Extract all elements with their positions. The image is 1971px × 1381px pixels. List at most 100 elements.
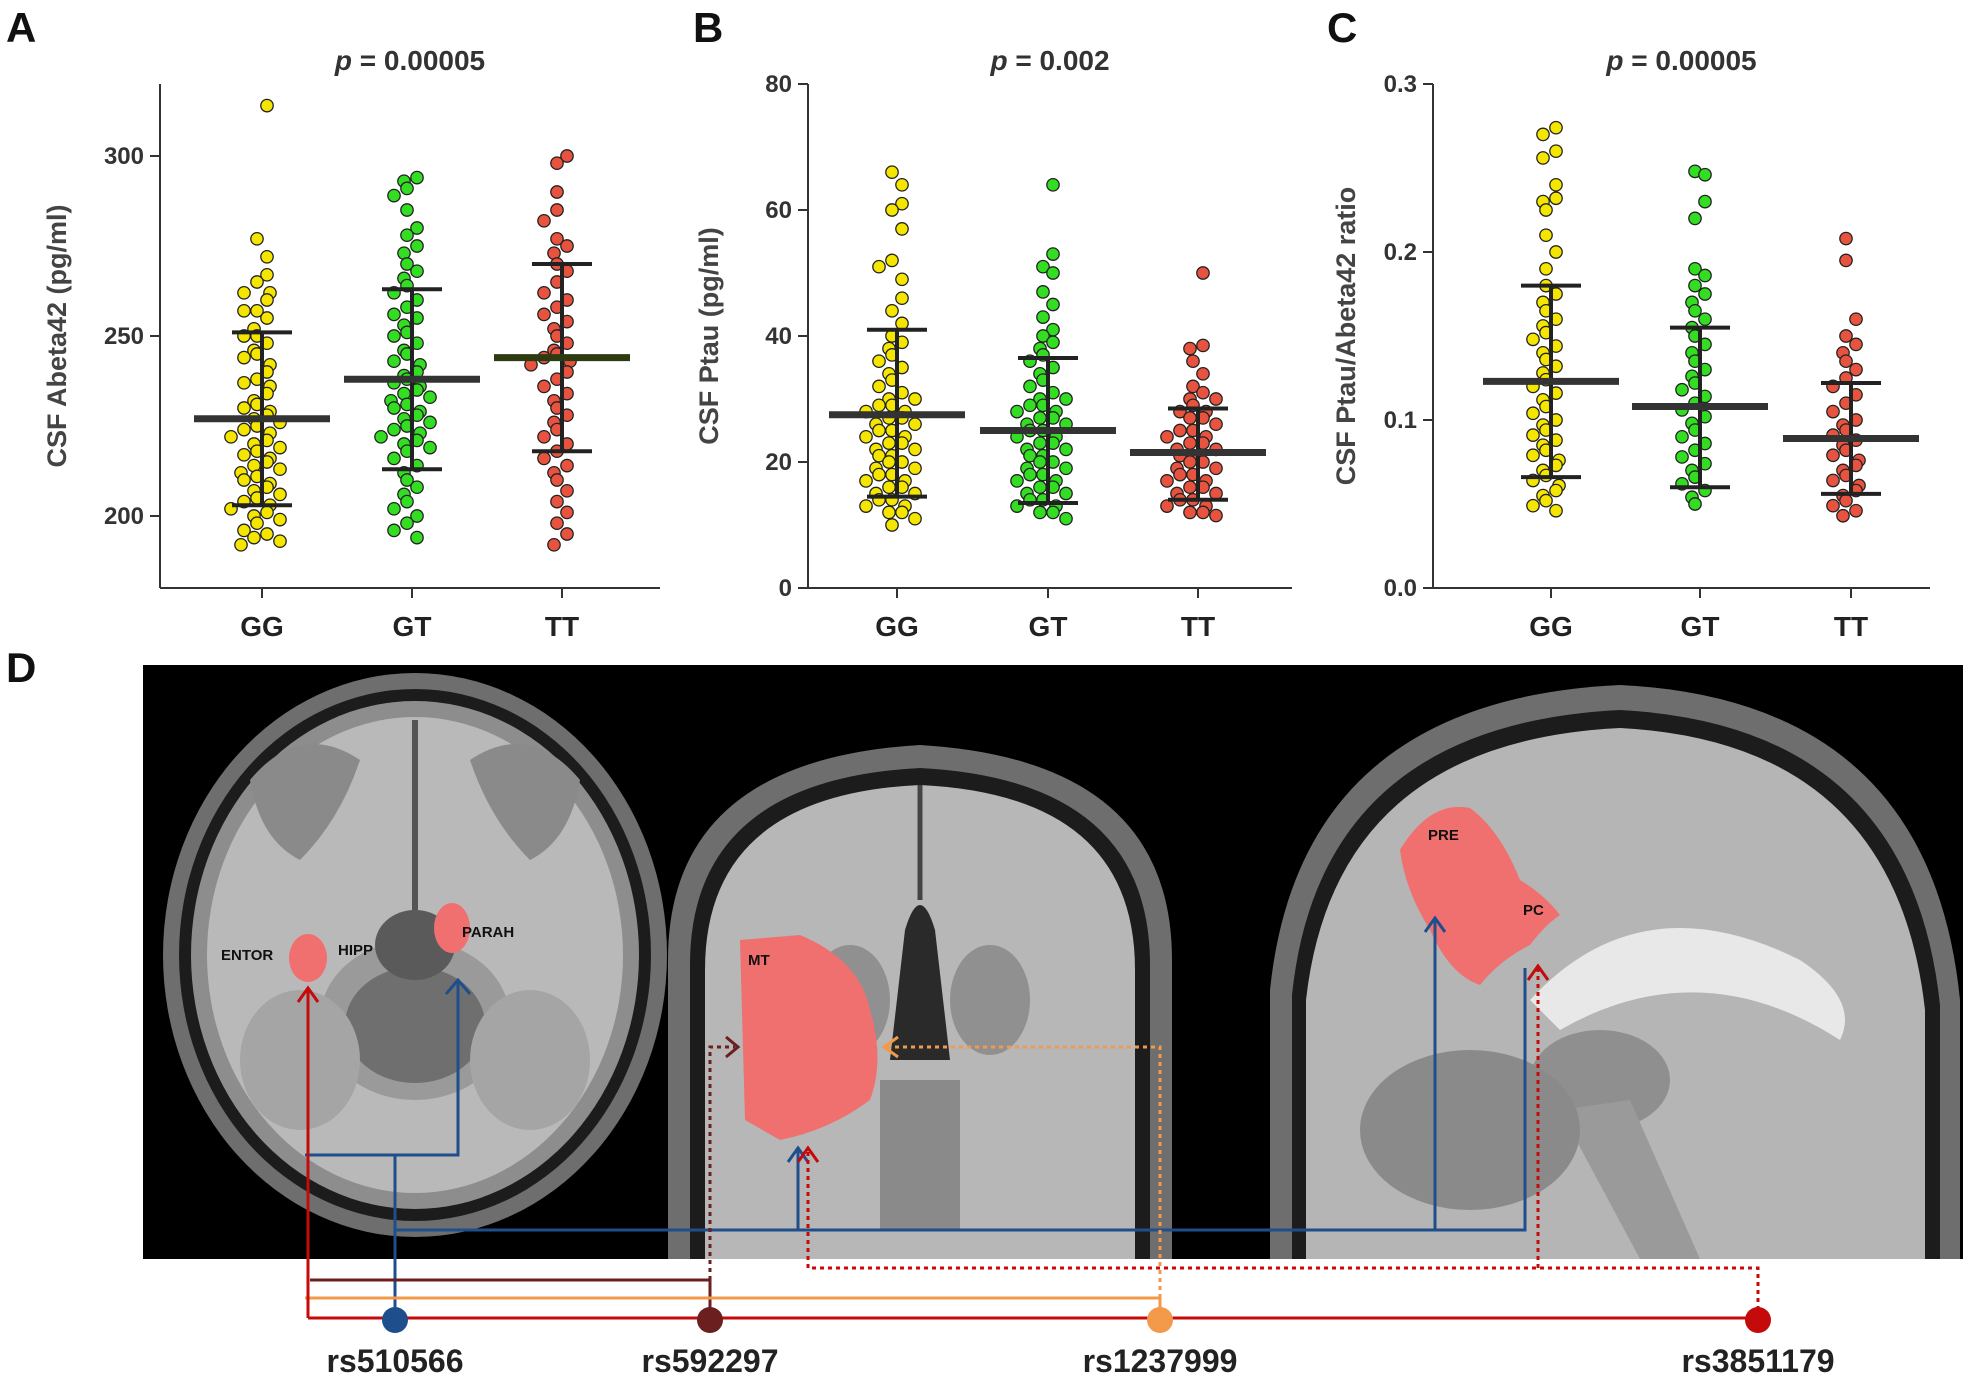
- data-point-gg: [895, 196, 909, 211]
- chart-title: p = 0.00005: [334, 45, 485, 76]
- data-point-gg: [895, 222, 909, 236]
- category-label-tt: TT: [1834, 611, 1868, 642]
- y-tick-label: 0.1: [1384, 407, 1417, 434]
- data-point-gg: [872, 398, 886, 413]
- data-point-gg: [908, 392, 922, 406]
- data-point-gg: [273, 487, 287, 502]
- data-point-gg: [872, 379, 886, 394]
- data-point-tt: [1849, 337, 1863, 352]
- data-point-gg: [1526, 332, 1540, 347]
- data-point-gg: [260, 249, 274, 264]
- data-point-tt: [1183, 436, 1197, 450]
- region-label-hipp: HIPP: [338, 942, 373, 959]
- data-point-tt: [1839, 231, 1853, 246]
- chart-title-italic-part: p: [334, 45, 352, 76]
- data-point-gg: [885, 203, 899, 217]
- data-point-gg: [872, 423, 886, 438]
- data-point-gg: [895, 177, 909, 192]
- data-point-tt: [1849, 503, 1863, 518]
- snp-label-rs1237999: rs1237999: [1083, 1343, 1238, 1379]
- data-point-gt: [1023, 448, 1037, 463]
- data-point-gt: [400, 203, 414, 217]
- data-point-gg: [1549, 483, 1563, 498]
- data-point-gg: [260, 505, 274, 520]
- data-point-gt: [1036, 310, 1050, 324]
- data-point-gg: [237, 422, 251, 437]
- data-point-tt: [1196, 385, 1210, 400]
- category-label-gg: GG: [875, 611, 919, 642]
- panel-label-d: D: [6, 644, 36, 691]
- data-point-gt: [1033, 505, 1047, 520]
- data-point-tt: [1849, 362, 1863, 377]
- data-point-gg: [1549, 144, 1563, 159]
- data-point-gt: [423, 390, 437, 405]
- data-point-tt: [1826, 404, 1840, 419]
- data-point-gg: [1549, 191, 1563, 206]
- data-point-gt: [423, 440, 437, 455]
- data-point-gt: [410, 170, 424, 185]
- data-point-gg: [882, 480, 896, 495]
- snp-dot-rs1237999: [1147, 1307, 1173, 1333]
- snp-label-rs592297: rs592297: [641, 1343, 778, 1379]
- data-point-gg: [260, 267, 274, 282]
- data-point-tt: [1186, 379, 1200, 394]
- y-tick-label: 250: [104, 323, 144, 350]
- data-point-gg: [1526, 406, 1540, 421]
- data-point-tt: [550, 473, 564, 487]
- data-point-gg: [1526, 498, 1540, 513]
- data-point-tt: [1196, 338, 1210, 353]
- data-point-gt: [1046, 247, 1060, 261]
- data-point-tt: [560, 483, 574, 498]
- data-point-tt: [560, 527, 574, 541]
- data-point-tt: [550, 185, 564, 199]
- panel-label-c: C: [1327, 4, 1357, 51]
- y-tick-label: 0.3: [1384, 71, 1417, 98]
- data-point-tt: [1839, 354, 1853, 369]
- data-point-gt: [1036, 329, 1050, 343]
- data-point-gt: [1059, 486, 1073, 501]
- data-point-tt: [550, 494, 564, 509]
- y-tick-label: 60: [765, 197, 792, 224]
- data-point-tt: [537, 451, 551, 466]
- data-point-gg: [908, 442, 922, 457]
- chart-title-italic-part: p: [989, 45, 1007, 76]
- data-point-tt: [537, 213, 551, 228]
- data-point-gt: [1010, 404, 1024, 419]
- region-label-parah: PARAH: [462, 924, 514, 941]
- data-point-gg: [234, 537, 248, 552]
- data-point-gg: [237, 401, 251, 415]
- data-point-gg: [1539, 261, 1553, 276]
- data-point-gg: [237, 303, 251, 318]
- data-point-gt: [1688, 211, 1702, 226]
- data-point-gt: [400, 494, 414, 509]
- data-point-gt: [400, 473, 414, 487]
- data-point-tt: [1839, 493, 1853, 508]
- sagittal-brain-image: [1270, 685, 1960, 1259]
- region-mt-highlight: [740, 935, 878, 1140]
- data-point-gg: [1539, 493, 1553, 508]
- data-point-gg: [273, 534, 287, 549]
- snp-connector-rs510566: [305, 915, 1527, 1318]
- axial-brain-image: [163, 673, 667, 1237]
- data-point-tt: [1209, 417, 1223, 432]
- data-point-gt: [410, 530, 424, 545]
- y-tick-label: 80: [765, 71, 792, 98]
- panel-label-a: A: [6, 4, 36, 51]
- data-point-gg: [237, 447, 251, 462]
- data-point-gg: [908, 511, 922, 526]
- category-label-tt: TT: [545, 611, 579, 642]
- data-point-gg: [247, 530, 261, 545]
- y-tick-label: 200: [104, 503, 144, 530]
- data-point-gt: [1036, 259, 1050, 274]
- data-point-gg: [1549, 503, 1563, 518]
- data-point-gg: [1549, 120, 1563, 135]
- data-point-gg: [872, 448, 886, 463]
- data-point-gg: [260, 527, 274, 541]
- data-point-tt: [550, 203, 564, 217]
- data-point-gg: [1539, 228, 1553, 243]
- snp-label-rs3851179: rs3851179: [1681, 1343, 1834, 1379]
- data-point-tt: [1173, 423, 1187, 438]
- data-point-gt: [1036, 285, 1050, 299]
- data-point-gt: [387, 354, 401, 369]
- region-parah-highlight: [434, 903, 470, 953]
